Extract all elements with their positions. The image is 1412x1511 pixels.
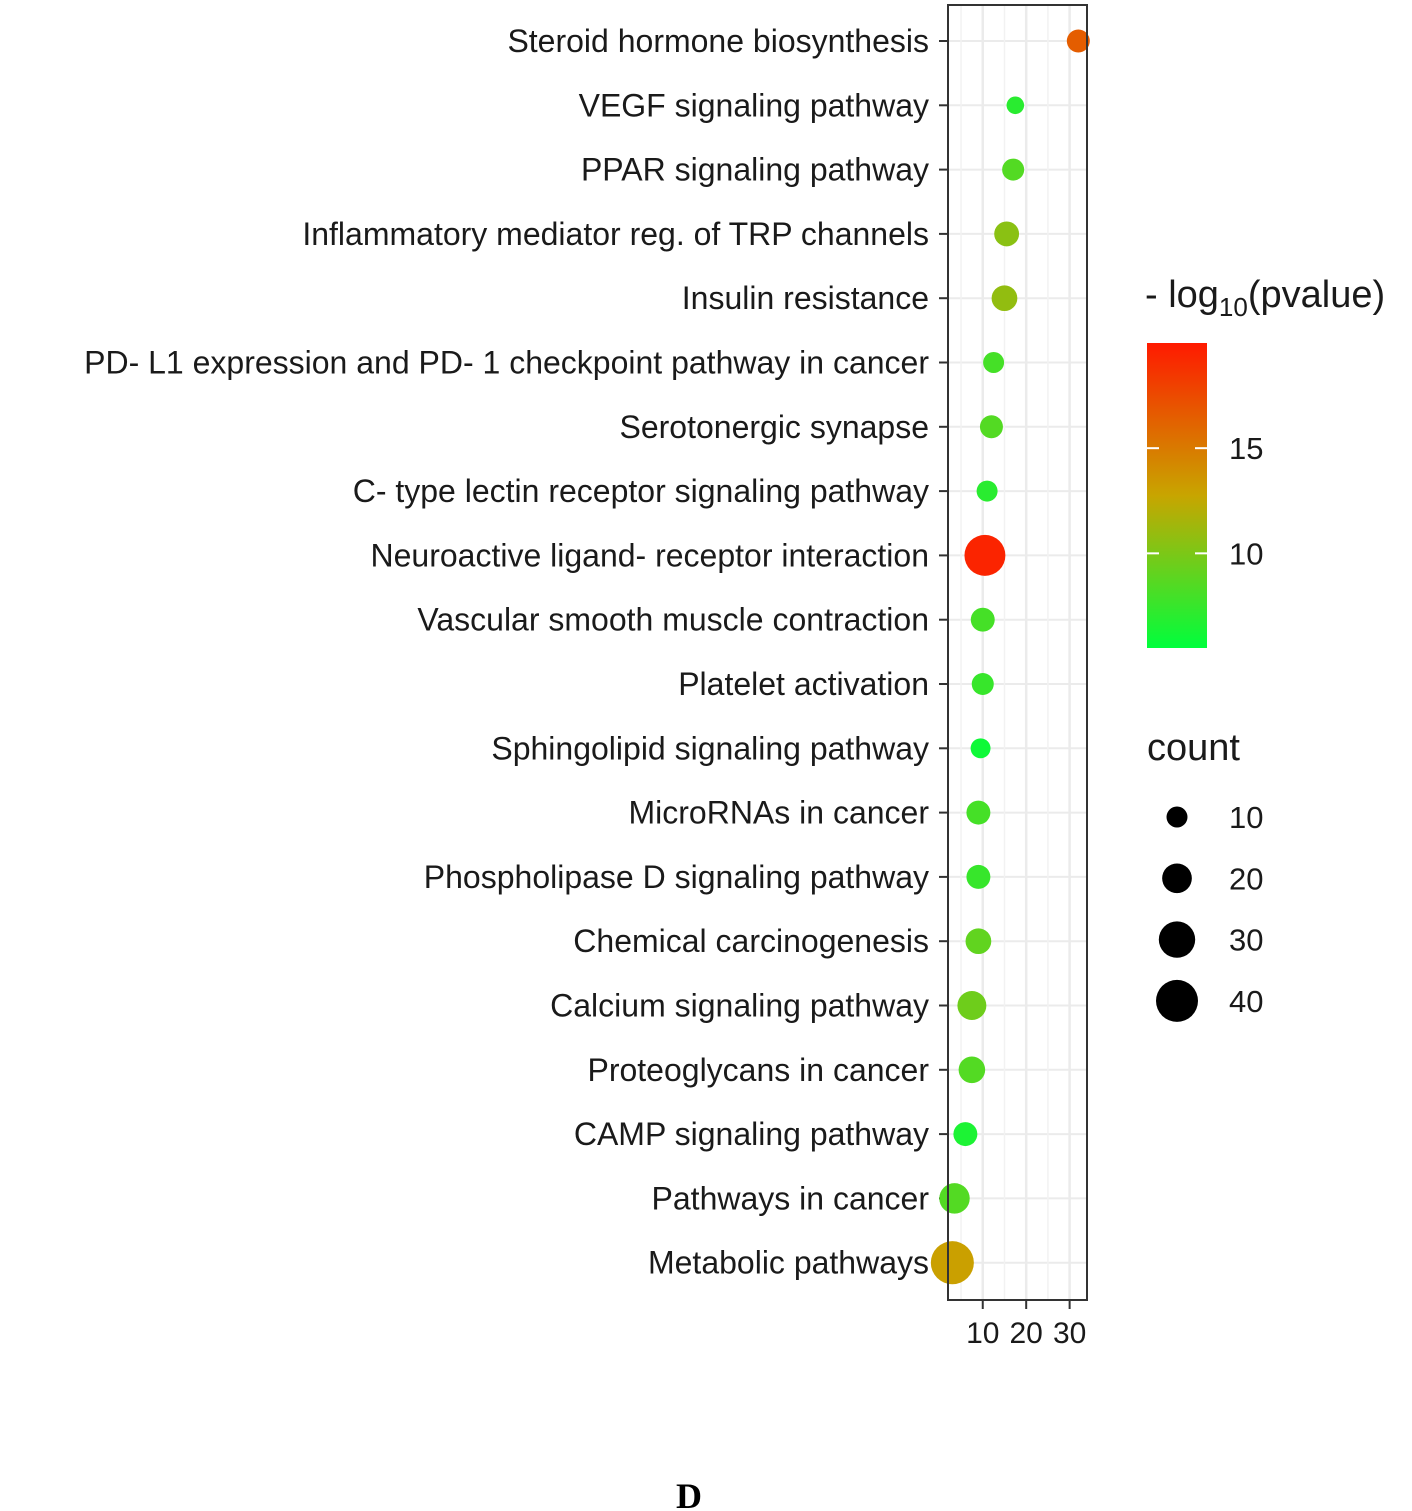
y-tick-label: Inflammatory mediator reg. of TRP channe…	[302, 216, 929, 252]
panel-label: D	[676, 1476, 702, 1511]
data-point	[970, 738, 991, 759]
data-point	[991, 285, 1018, 312]
color-legend-bar	[1147, 343, 1207, 648]
data-point	[930, 1241, 974, 1285]
data-point	[970, 607, 995, 632]
y-tick-label: MicroRNAs in cancer	[628, 795, 929, 831]
size-legend-label: 10	[1229, 800, 1263, 835]
y-tick-label: CAMP signaling pathway	[574, 1116, 929, 1152]
y-tick-label: Neuroactive ligand- receptor interaction	[370, 537, 929, 573]
size-legend-key	[1158, 921, 1196, 958]
data-point	[1002, 158, 1025, 181]
data-point	[979, 415, 1003, 439]
size-legend-label: 30	[1229, 923, 1263, 958]
data-point	[983, 352, 1005, 373]
data-point	[966, 864, 991, 889]
plot-panel-border	[947, 4, 1088, 1301]
data-point	[976, 480, 998, 502]
data-point	[964, 534, 1006, 576]
y-tick-label: Sphingolipid signaling pathway	[491, 730, 929, 766]
size-legend-key	[1166, 806, 1188, 828]
data-point	[953, 1122, 978, 1147]
data-point	[939, 1183, 970, 1214]
data-point	[965, 928, 992, 955]
size-legend-label: 40	[1229, 984, 1263, 1019]
y-tick-label: Chemical carcinogenesis	[573, 923, 929, 959]
grid-lines	[948, 5, 1087, 1300]
y-tick-label: Phospholipase D signaling pathway	[424, 859, 929, 895]
y-tick-label: Metabolic pathways	[648, 1245, 929, 1281]
data-point	[971, 672, 994, 696]
y-tick-label: Proteoglycans in cancer	[587, 1052, 929, 1088]
x-axis: 10 20 30	[966, 1300, 1086, 1350]
y-tick-label: PD- L1 expression and PD- 1 checkpoint p…	[84, 345, 929, 381]
color-legend-title: - log10(pvalue)	[1145, 274, 1385, 322]
y-axis: Steroid hormone biosynthesis VEGF signali…	[84, 23, 948, 1281]
size-legend: count 10 20 30 40	[1147, 727, 1263, 1022]
x-tick-label: 10	[966, 1317, 999, 1350]
y-tick-label: Platelet activation	[678, 666, 929, 702]
y-tick-label: Calcium signaling pathway	[550, 988, 929, 1024]
size-legend-key	[1156, 979, 1198, 1022]
size-legend-key	[1162, 863, 1192, 894]
size-legend-label: 20	[1229, 861, 1263, 896]
y-tick-label: Steroid hormone biosynthesis	[507, 23, 929, 59]
data-point	[1006, 96, 1025, 115]
color-legend: - log10(pvalue) 10 15	[1145, 274, 1385, 648]
data-points	[930, 29, 1090, 1285]
size-legend-title: count	[1147, 727, 1240, 769]
data-point	[1066, 29, 1090, 53]
data-point	[966, 800, 991, 825]
x-tick-label: 20	[1010, 1317, 1043, 1350]
y-tick-label: Insulin resistance	[682, 280, 929, 316]
x-tick-label: 30	[1053, 1317, 1086, 1350]
y-tick-label: C- type lectin receptor signaling pathwa…	[353, 473, 929, 509]
y-tick-label: VEGF signaling pathway	[579, 87, 929, 123]
y-tick-label: Vascular smooth muscle contraction	[417, 602, 929, 638]
color-legend-label: 10	[1229, 536, 1263, 571]
y-tick-label: Pathways in cancer	[652, 1180, 930, 1216]
data-point	[958, 1056, 986, 1084]
y-tick-label: PPAR signaling pathway	[581, 152, 929, 188]
y-tick-label: Serotonergic synapse	[619, 409, 929, 445]
data-point	[994, 221, 1020, 247]
color-legend-label: 15	[1229, 431, 1263, 466]
data-point	[957, 991, 987, 1020]
